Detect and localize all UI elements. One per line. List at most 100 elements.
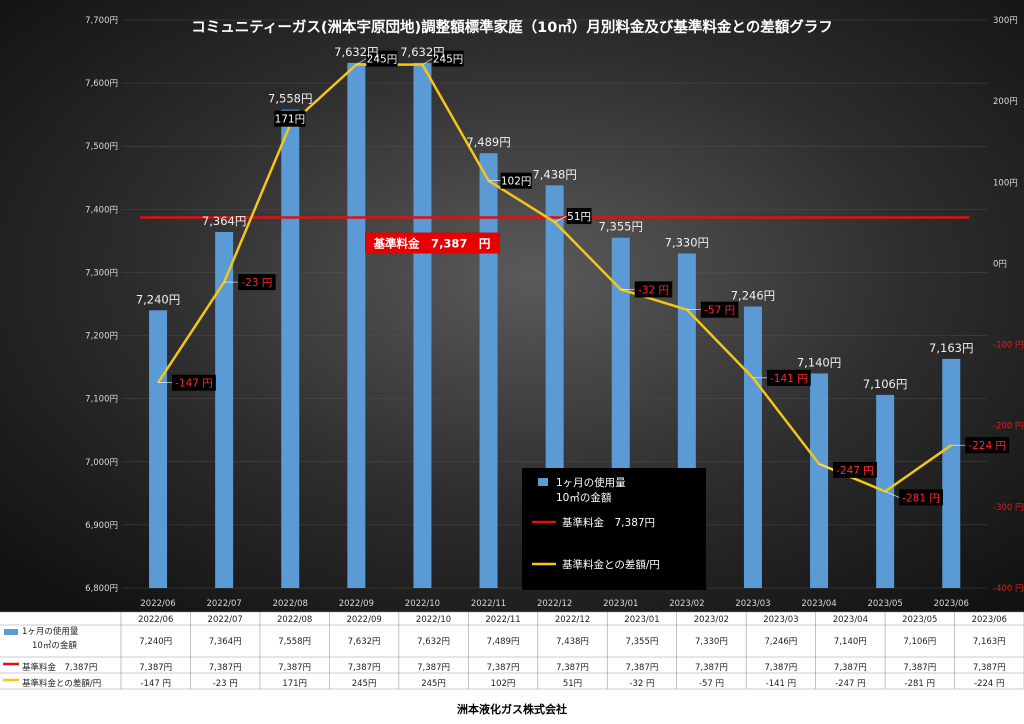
table-cell: -23 円 bbox=[213, 679, 238, 689]
table-header-cell: 2023/04 bbox=[833, 615, 868, 625]
diff-line: -147 円 -23 円 171円 245円 245円 102円 51円 -32 円 -57 円… bbox=[157, 50, 1010, 506]
table-cell: 7,387円 bbox=[764, 663, 797, 673]
bar-value-label: 7,106円 bbox=[863, 377, 907, 391]
x-tick-label: 2023/02 bbox=[669, 599, 704, 609]
difference-label-box bbox=[432, 50, 464, 67]
x-tick-label: 2022/12 bbox=[537, 599, 572, 609]
table-cell: 7,558円 bbox=[278, 637, 311, 647]
x-tick-label: 2022/09 bbox=[339, 599, 374, 609]
right-tick-label: 0円 bbox=[993, 259, 1007, 269]
table-row-label: 基準料金 7,387円 bbox=[22, 662, 97, 673]
table-cell: -281 円 bbox=[905, 679, 936, 689]
difference-value-label: -247 円 bbox=[836, 465, 874, 477]
bar bbox=[149, 310, 168, 588]
x-tick-label: 2023/01 bbox=[603, 599, 638, 609]
table-cell: 7,163円 bbox=[973, 637, 1006, 647]
table-header-cell: 2022/06 bbox=[138, 615, 173, 625]
labels: 7,240円 7,364円 7,558円 7,632円 7,632円 7,489円 7,43… bbox=[136, 45, 974, 391]
difference-label-box bbox=[833, 461, 877, 478]
table-cell: 7,387円 bbox=[973, 663, 1006, 673]
difference-label-box bbox=[274, 110, 306, 127]
left-tick-label: 7,400円 bbox=[85, 205, 118, 215]
baseline-annotation-box bbox=[365, 232, 500, 254]
left-tick-label: 7,100円 bbox=[85, 395, 118, 405]
table-cell: 7,489円 bbox=[487, 637, 520, 647]
x-tick-label: 2022/11 bbox=[471, 599, 506, 609]
bar bbox=[347, 62, 366, 589]
table-cell: 7,387円 bbox=[695, 663, 728, 673]
bar-value-label: 7,364円 bbox=[202, 214, 246, 228]
difference-value-label: -147 円 bbox=[175, 378, 213, 390]
difference-leader-line bbox=[422, 58, 433, 65]
table-cell: -141 円 bbox=[766, 679, 797, 689]
bar bbox=[810, 373, 829, 588]
left-axis: 6,800円 6,900円 7,000円 7,100円 7,200円 7,300円 7,40… bbox=[85, 16, 118, 594]
x-tick-label: 2022/07 bbox=[206, 599, 241, 609]
table-header-cell: 2023/03 bbox=[763, 615, 798, 625]
left-tick-label: 7,300円 bbox=[85, 268, 118, 278]
table-row-label: 基準料金との差額/円 bbox=[22, 678, 101, 689]
table-cell: 7,387円 bbox=[556, 663, 589, 673]
difference-value-label: 171円 bbox=[275, 114, 306, 126]
legend-bar-swatch bbox=[538, 478, 548, 486]
difference-value-label: 51円 bbox=[567, 211, 591, 223]
x-axis-labels: 2022/06 2022/07 2022/08 2022/09 2022/10 2022/… bbox=[140, 599, 969, 609]
table-cell: 7,387円 bbox=[417, 663, 450, 673]
table-cell: 7,106円 bbox=[903, 637, 936, 647]
legend-entry-baseline: 基準料金 7,387円 bbox=[562, 516, 655, 529]
table-cell: -57 円 bbox=[699, 679, 724, 689]
baseline: 基準料金 7,387 円 bbox=[140, 216, 970, 254]
bar-value-label: 7,240円 bbox=[136, 292, 180, 306]
x-tick-label: 2022/06 bbox=[140, 599, 175, 609]
right-tick-label: -200 円 bbox=[993, 422, 1024, 432]
table-header-cell: 2022/10 bbox=[416, 615, 451, 625]
difference-label-box bbox=[172, 374, 216, 391]
table-header-cell: 2023/05 bbox=[902, 615, 937, 625]
table-cell: 7,387円 bbox=[834, 663, 867, 673]
table-cell: 7,387円 bbox=[487, 663, 520, 673]
right-tick-label: -100 円 bbox=[993, 341, 1024, 351]
difference-label-box bbox=[238, 274, 276, 291]
table-cell: 51円 bbox=[563, 679, 582, 689]
table-cell: 7,387円 bbox=[209, 663, 242, 673]
left-tick-label: 7,700円 bbox=[85, 16, 118, 26]
table-cell: 7,246円 bbox=[764, 637, 797, 647]
table-cell: 7,438円 bbox=[556, 637, 589, 647]
difference-leader-line bbox=[356, 58, 367, 65]
difference-value-label: -23 円 bbox=[241, 277, 272, 289]
bar-value-label: 7,489円 bbox=[466, 135, 510, 149]
left-tick-label: 7,000円 bbox=[85, 458, 118, 468]
table-cell: -32 円 bbox=[629, 679, 654, 689]
difference-label-box bbox=[566, 208, 592, 225]
difference-value-label: 102円 bbox=[501, 176, 532, 188]
difference-leader-line bbox=[885, 491, 900, 498]
table-header-cell: 2022/08 bbox=[277, 615, 312, 625]
table-header-cell: 2022/07 bbox=[208, 615, 243, 625]
bar-value-label: 7,330円 bbox=[665, 236, 709, 250]
legend-box bbox=[522, 468, 706, 590]
table-header-cell: 2022/09 bbox=[346, 615, 381, 625]
bar bbox=[479, 153, 498, 589]
difference-value-label: -57 円 bbox=[704, 305, 735, 317]
left-tick-label: 6,800円 bbox=[85, 584, 118, 594]
table-cell: 7,387円 bbox=[626, 663, 659, 673]
table-cell: -224 円 bbox=[974, 679, 1005, 689]
bar-value-label: 7,558円 bbox=[268, 92, 312, 106]
table-cell: 7,364円 bbox=[209, 637, 242, 647]
x-tick-label: 2023/06 bbox=[934, 599, 969, 609]
table-cell: 245円 bbox=[352, 679, 377, 689]
bar-value-label: 7,355円 bbox=[599, 220, 643, 234]
x-tick-label: 2023/03 bbox=[735, 599, 770, 609]
bar bbox=[743, 306, 762, 588]
bar-value-label: 7,632円 bbox=[400, 45, 444, 59]
table-cell: 171円 bbox=[282, 679, 307, 689]
difference-label-box bbox=[634, 281, 673, 298]
table-cell: 102円 bbox=[491, 679, 516, 689]
right-axis: -400 円 -300 円 -200 円 -100 円 0円 100円 200円 300円 bbox=[993, 16, 1024, 594]
bar bbox=[281, 109, 300, 589]
right-tick-label: 300円 bbox=[993, 16, 1018, 26]
table-header-cell: 2023/06 bbox=[972, 615, 1007, 625]
bar bbox=[215, 232, 234, 588]
bar-value-label: 7,140円 bbox=[797, 355, 841, 369]
difference-label-box bbox=[766, 369, 811, 386]
